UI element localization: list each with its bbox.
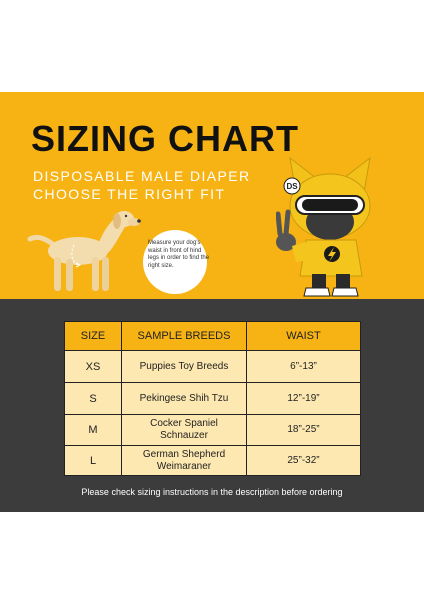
measure-note: Measure your dog's waist in front of hin… <box>148 240 210 269</box>
table-row: M Cocker Spaniel Schnauzer 18”-25” <box>64 414 361 446</box>
waist-cell: 18”-25” <box>246 414 361 446</box>
waist-cell: 6”-13” <box>246 350 361 383</box>
header-sample-breeds: SAMPLE BREEDS <box>121 321 247 351</box>
sizing-instructions-note: Please check sizing instructions in the … <box>81 487 343 497</box>
size-cell: S <box>64 382 122 415</box>
breeds-cell: German Shepherd Weimaraner <box>121 445 247 476</box>
breeds-cell: Puppies Toy Breeds <box>121 350 247 383</box>
table-row: XS Puppies Toy Breeds 6”-13” <box>64 350 361 383</box>
page-title: SIZING CHART <box>31 118 299 159</box>
measure-bubble <box>143 230 207 294</box>
header-waist: WAIST <box>246 321 361 351</box>
mascot-badge-text: DS <box>286 182 298 191</box>
waist-cell: 25”-32” <box>246 445 361 476</box>
waist-cell: 12”-19” <box>246 382 361 415</box>
header-size: SIZE <box>64 321 122 351</box>
bottom-margin <box>0 512 424 600</box>
subtitle-product: DISPOSABLE MALE DIAPER <box>33 168 251 184</box>
size-cell: L <box>64 445 122 476</box>
dog-illustration <box>27 211 141 291</box>
size-cell: M <box>64 414 122 446</box>
sizing-table: SIZE SAMPLE BREEDS WAIST XS Puppies Toy … <box>64 321 361 476</box>
breeds-cell: Cocker Spaniel Schnauzer <box>121 414 247 446</box>
subtitle-tagline: CHOOSE THE RIGHT FIT <box>33 186 226 202</box>
breeds-cell: Pekingese Shih Tzu <box>121 382 247 415</box>
size-cell: XS <box>64 350 122 383</box>
mascot-illustration: DS <box>276 156 371 297</box>
lightning-bolt-icon <box>324 246 340 262</box>
table-row: S Pekingese Shih Tzu 12”-19” <box>64 382 361 415</box>
top-margin <box>0 0 424 92</box>
table-header-row: SIZE SAMPLE BREEDS WAIST <box>64 321 361 351</box>
table-row: L German Shepherd Weimaraner 25”-32” <box>64 445 361 476</box>
